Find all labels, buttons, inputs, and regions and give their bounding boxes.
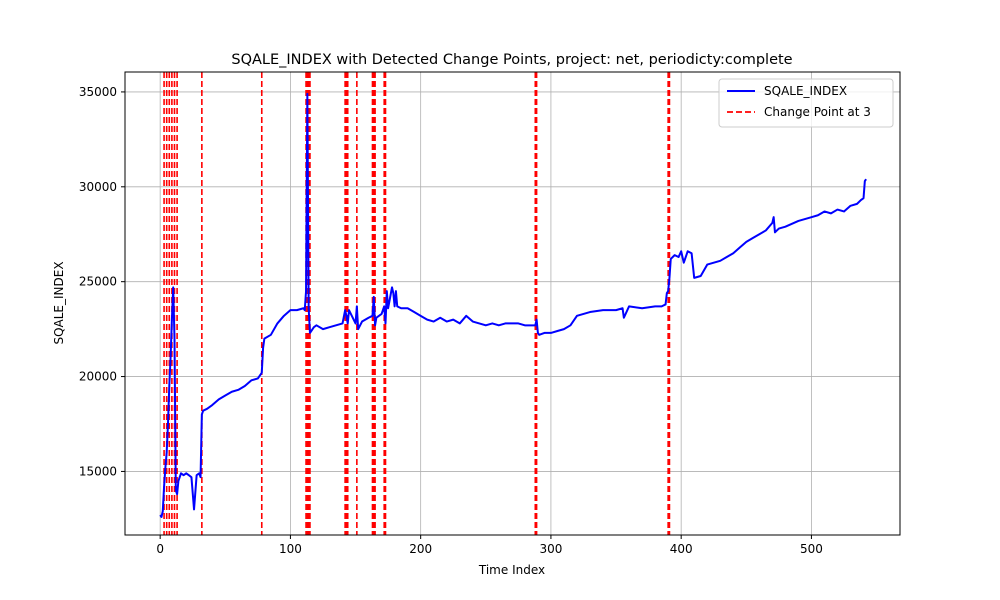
x-axis-ticks: 0 100 200 300 400 500: [156, 535, 823, 556]
y-tick-label: 35000: [79, 85, 117, 99]
legend-label-change-point: Change Point at 3: [764, 105, 871, 119]
y-tick-label: 30000: [79, 180, 117, 194]
x-axis-title: Time Index: [478, 563, 545, 577]
y-axis-ticks: 15000 20000 25000 30000 35000: [79, 85, 125, 478]
legend-label-sqale-index: SQALE_INDEX: [764, 84, 847, 98]
chart-title: SQALE_INDEX with Detected Change Points,…: [231, 52, 792, 68]
x-tick-label: 300: [539, 542, 562, 556]
series-line-sqale-index: [159, 92, 867, 518]
legend: SQALE_INDEX Change Point at 3: [718, 78, 894, 128]
series-layer: [159, 92, 867, 518]
x-tick-label: 0: [156, 542, 164, 556]
y-axis-title: SQALE_INDEX: [52, 261, 66, 344]
y-tick-label: 20000: [79, 370, 117, 384]
y-tick-label: 15000: [79, 464, 117, 478]
x-tick-label: 400: [670, 542, 693, 556]
legend-box: [718, 78, 894, 128]
y-tick-label: 25000: [79, 275, 117, 289]
x-tick-label: 500: [800, 542, 823, 556]
plot-area-frame: [124, 71, 901, 536]
x-tick-label: 200: [409, 542, 432, 556]
x-tick-label: 100: [279, 542, 302, 556]
